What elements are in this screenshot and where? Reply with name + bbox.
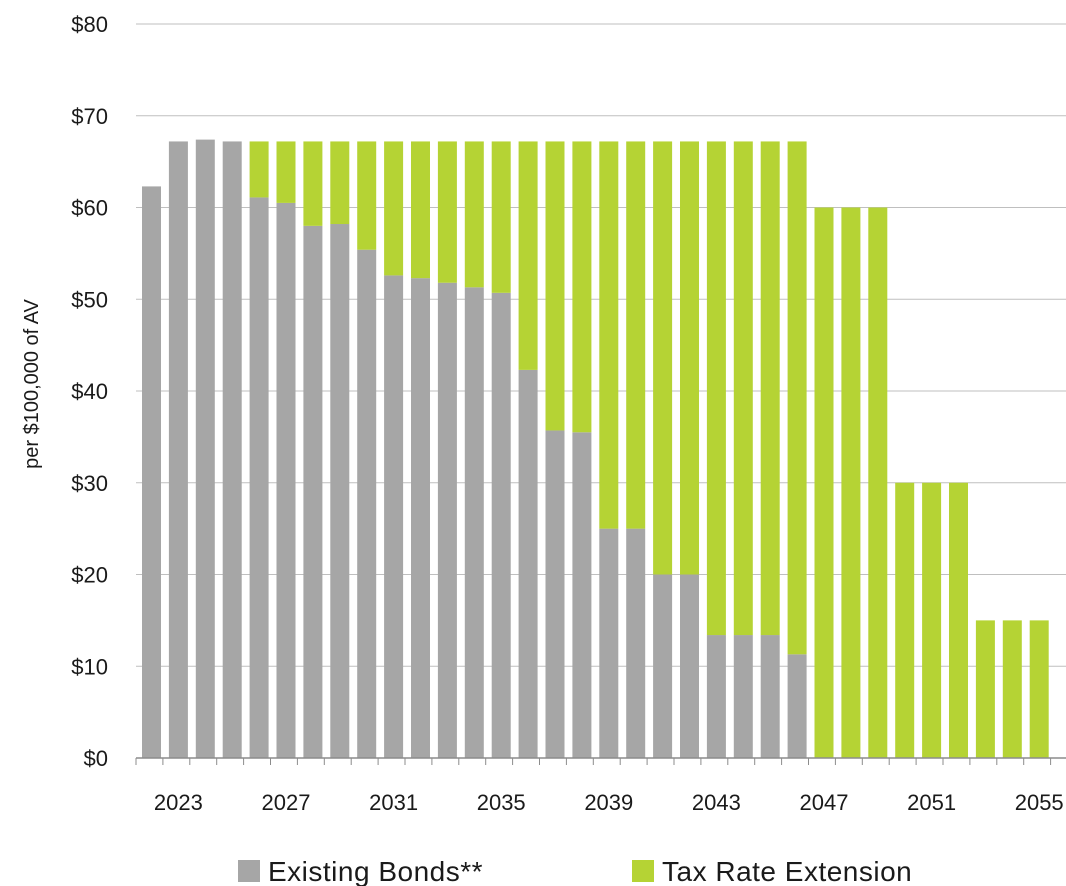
bar-existing-bonds xyxy=(330,224,350,758)
bar-tax-rate-extension xyxy=(841,207,861,758)
bar-tax-rate-extension xyxy=(330,141,350,225)
bar-existing-bonds xyxy=(303,225,323,759)
bar-tax-rate-extension xyxy=(249,141,269,198)
y-tick-label: $70 xyxy=(71,104,108,129)
y-tick-label: $80 xyxy=(71,12,108,37)
y-tick-label: $0 xyxy=(84,746,108,771)
bar-tax-rate-extension xyxy=(626,141,646,529)
bar-existing-bonds xyxy=(249,197,269,758)
bar-tax-rate-extension xyxy=(1029,620,1049,759)
bar-tax-rate-extension xyxy=(1002,620,1022,759)
bar-existing-bonds xyxy=(276,202,296,758)
bar-tax-rate-extension xyxy=(464,141,484,288)
bar-existing-bonds xyxy=(411,278,430,758)
bar-tax-rate-extension xyxy=(357,141,377,250)
y-tick-label: $40 xyxy=(71,379,108,404)
bar-existing-bonds xyxy=(357,249,377,758)
x-tick-label: 2031 xyxy=(369,790,418,815)
legend: Existing Bonds** Tax Rate Extension xyxy=(238,856,912,886)
bar-existing-bonds xyxy=(195,139,215,759)
bar-existing-bonds xyxy=(491,292,511,758)
bar-existing-bonds xyxy=(222,141,242,758)
legend-label-tax-rate-extension: Tax Rate Extension xyxy=(662,856,912,886)
bar-tax-rate-extension xyxy=(787,141,807,655)
bar-existing-bonds xyxy=(437,282,457,758)
legend-swatch-tax-rate-extension xyxy=(632,860,654,882)
y-tick-label: $50 xyxy=(71,287,108,312)
bar-tax-rate-extension xyxy=(545,141,565,431)
y-axis-title: per $100,000 of AV xyxy=(21,298,43,468)
x-tick-label: 2023 xyxy=(154,790,203,815)
bar-tax-rate-extension xyxy=(760,141,780,636)
bars xyxy=(142,139,1049,759)
bar-existing-bonds xyxy=(464,287,484,758)
x-tick-label: 2055 xyxy=(1015,790,1064,815)
legend-swatch-existing-bonds xyxy=(238,860,260,882)
bar-existing-bonds xyxy=(653,574,673,758)
bar-tax-rate-extension xyxy=(680,141,699,575)
y-axis: $0 $10 $20 $30 $40 $50 $60 $70 $80 xyxy=(71,12,108,771)
bar-existing-bonds xyxy=(384,275,404,758)
x-tick-label: 2027 xyxy=(262,790,311,815)
y-tick-label: $10 xyxy=(71,654,108,679)
bar-existing-bonds xyxy=(142,186,161,758)
bar-tax-rate-extension xyxy=(868,207,888,758)
bar-existing-bonds xyxy=(518,369,538,758)
x-tick-label: 2047 xyxy=(800,790,849,815)
bar-existing-bonds xyxy=(760,635,780,758)
bar-tax-rate-extension xyxy=(814,207,834,758)
bar-tax-rate-extension xyxy=(733,141,753,636)
bar-tax-rate-extension xyxy=(437,141,457,283)
bar-tax-rate-extension xyxy=(599,141,619,529)
bar-tax-rate-extension xyxy=(384,141,404,276)
bar-tax-rate-extension xyxy=(895,482,915,758)
bar-tax-rate-extension xyxy=(411,141,430,279)
y-tick-label: $30 xyxy=(71,471,108,496)
bar-existing-bonds xyxy=(545,430,565,758)
y-tick-label: $60 xyxy=(71,196,108,221)
bar-tax-rate-extension xyxy=(491,141,511,293)
x-tick-label: 2051 xyxy=(907,790,956,815)
bar-tax-rate-extension xyxy=(949,482,968,758)
bar-existing-bonds xyxy=(599,528,619,759)
y-tick-label: $20 xyxy=(71,563,108,588)
bar-existing-bonds xyxy=(733,635,753,758)
x-tick-label: 2043 xyxy=(692,790,741,815)
bar-existing-bonds xyxy=(680,574,699,758)
bar-tax-rate-extension xyxy=(653,141,673,575)
bar-existing-bonds xyxy=(168,141,188,758)
bar-tax-rate-extension xyxy=(303,141,323,226)
x-tick-label: 2039 xyxy=(584,790,633,815)
x-tick-label: 2035 xyxy=(477,790,526,815)
bar-tax-rate-extension xyxy=(706,141,726,636)
bar-tax-rate-extension xyxy=(922,482,942,758)
bar-tax-rate-extension xyxy=(572,141,592,433)
bar-existing-bonds xyxy=(787,654,807,758)
bar-existing-bonds xyxy=(706,635,726,758)
legend-label-existing-bonds: Existing Bonds** xyxy=(268,856,483,886)
x-axis: 2023 2027 2031 2035 2039 2043 2047 2051 2055 xyxy=(135,757,1066,815)
bar-existing-bonds xyxy=(626,528,646,759)
bar-existing-bonds xyxy=(572,432,592,758)
bar-tax-rate-extension xyxy=(975,620,995,759)
bar-tax-rate-extension xyxy=(518,141,538,370)
bar-tax-rate-extension xyxy=(276,141,296,203)
